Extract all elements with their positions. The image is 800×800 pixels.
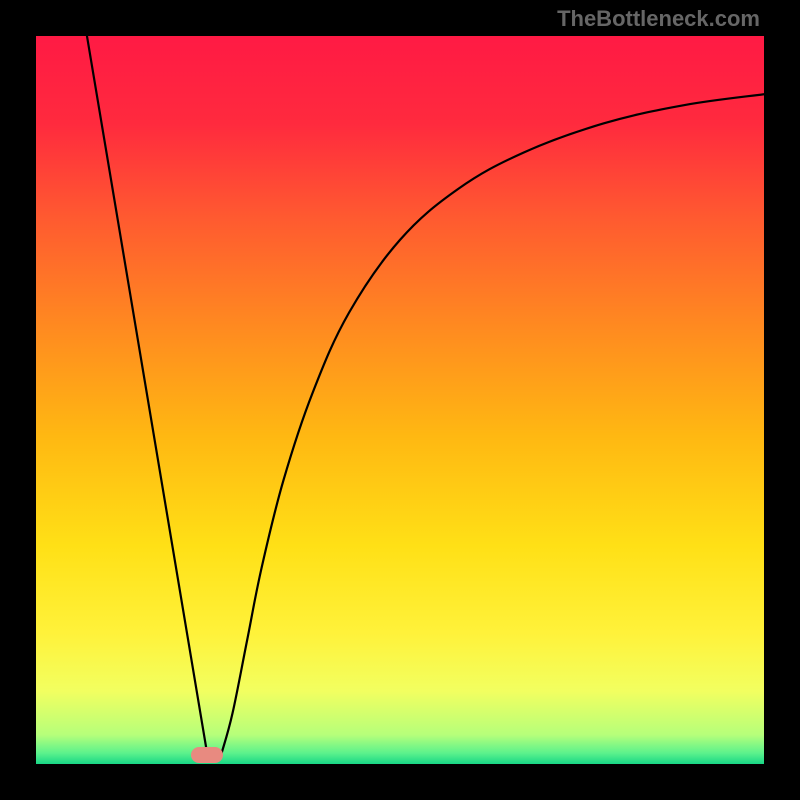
chart-frame: TheBottleneck.com	[0, 0, 800, 800]
min-marker	[191, 747, 224, 763]
watermark-text: TheBottleneck.com	[557, 6, 760, 32]
chart-svg	[0, 0, 800, 800]
